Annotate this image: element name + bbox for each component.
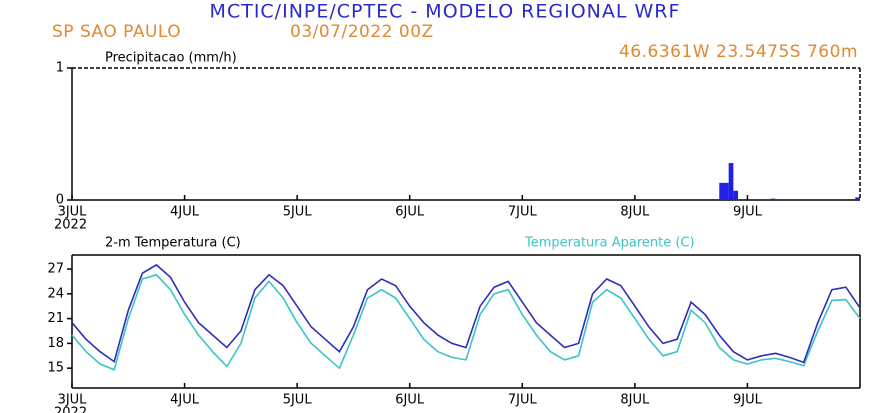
- x-tick-label: 3JUL: [58, 393, 88, 408]
- x-tick-label: 4JUL: [170, 205, 200, 220]
- precip-bar: [719, 182, 724, 200]
- x-tick-label: 7JUL: [508, 205, 538, 220]
- x-tick-label: 5JUL: [283, 205, 313, 220]
- y-tick-label: 27: [47, 262, 64, 277]
- y-tick-label: 0: [56, 193, 64, 208]
- y-tick-label: 21: [47, 311, 64, 326]
- precip-bar: [728, 163, 734, 200]
- precip-bar: [723, 182, 729, 200]
- x-tick-label: 7JUL: [508, 393, 538, 408]
- main-title: MCTIC/INPE/CPTEC - MODELO REGIONAL WRF: [210, 1, 681, 23]
- x-tick-label: 4JUL: [170, 393, 200, 408]
- x-tick-label: 8JUL: [620, 205, 650, 220]
- x-tick-label: 9JUL: [733, 205, 763, 220]
- year-label: 2022: [54, 218, 87, 233]
- y-tick-label: 1: [56, 61, 64, 76]
- precip-bar: [733, 190, 739, 200]
- y-tick-label: 15: [47, 361, 64, 376]
- x-tick-label: 3JUL: [58, 205, 88, 220]
- x-tick-label: 5JUL: [283, 393, 313, 408]
- year-label: 2022: [54, 406, 87, 413]
- run-date: 03/07/2022 00Z: [290, 22, 434, 42]
- y-tick-label: 18: [47, 336, 64, 351]
- legend-entry: 2-m Temperatura (C): [105, 236, 241, 251]
- coordinates: 46.6361W 23.5475S 760m: [619, 42, 858, 62]
- x-tick-label: 6JUL: [395, 205, 425, 220]
- x-tick-label: 8JUL: [620, 393, 650, 408]
- precip-bar: [855, 197, 860, 200]
- temperature-line: [71, 273, 861, 371]
- location: SP SAO PAULO: [52, 22, 181, 42]
- precip-bar: [770, 198, 776, 200]
- legend-entry: Temperatura Aparente (C): [524, 236, 695, 251]
- temperature-line: [71, 263, 861, 364]
- x-tick-label: 9JUL: [733, 393, 763, 408]
- y-tick-label: 24: [47, 286, 64, 301]
- x-tick-label: 6JUL: [395, 393, 425, 408]
- panel-title: Precipitacao (mm/h): [105, 51, 237, 66]
